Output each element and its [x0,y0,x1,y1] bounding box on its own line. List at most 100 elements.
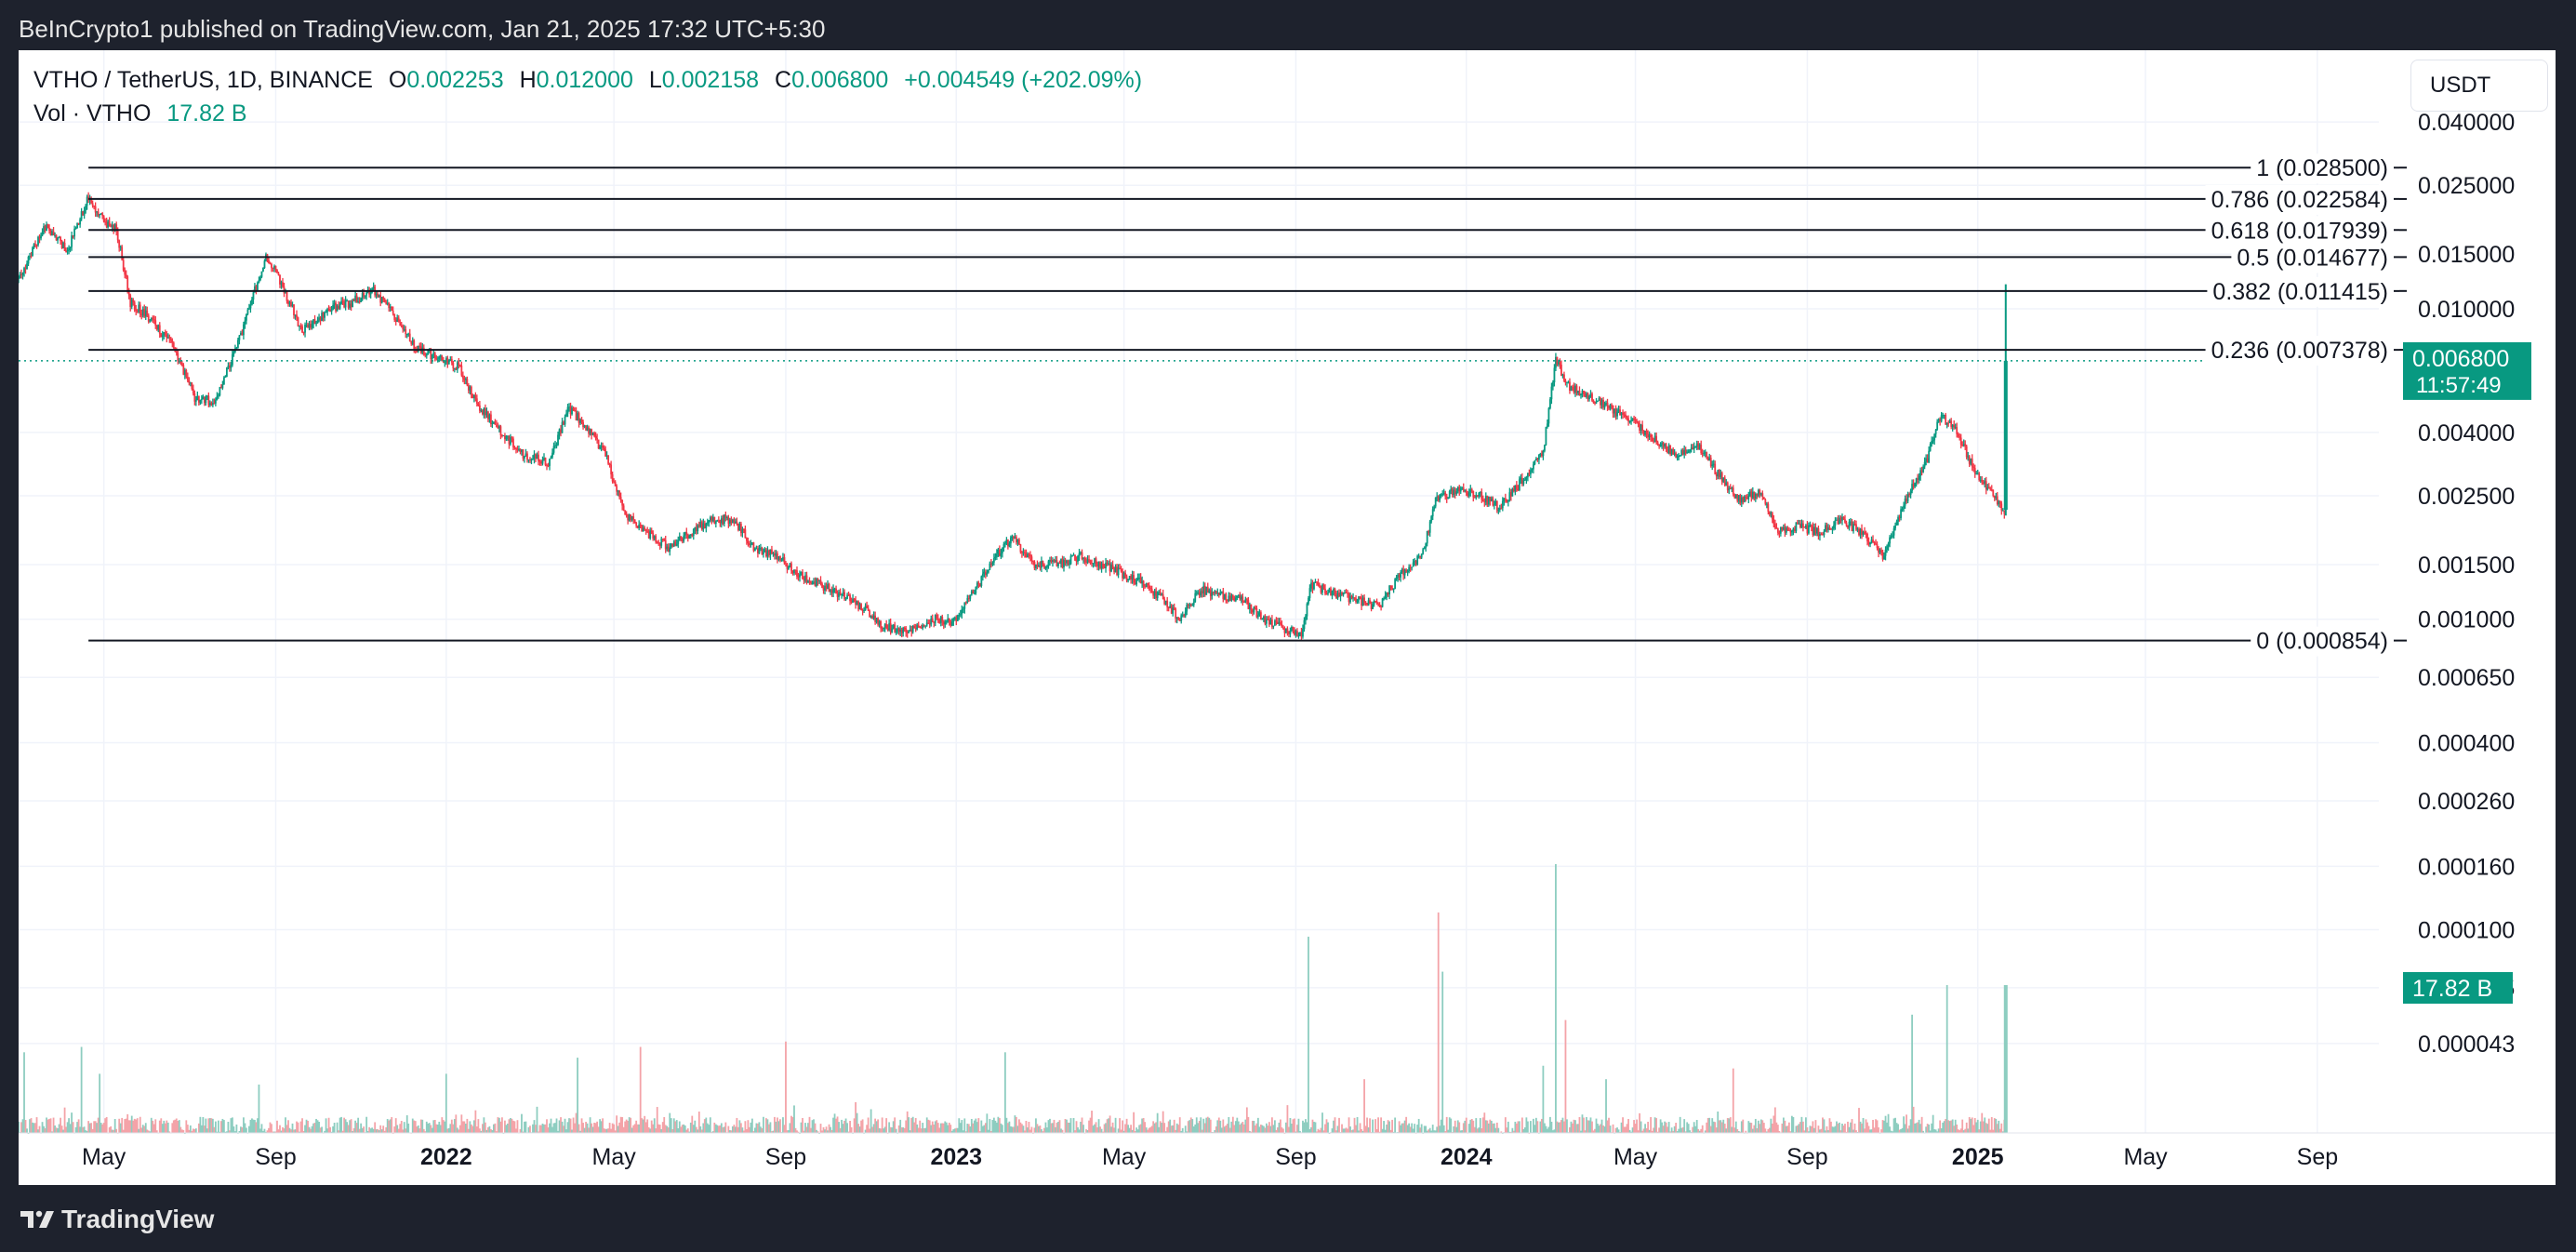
volume-bar [1867,1125,1870,1133]
candle-body [755,548,758,550]
candle-body [1800,523,1803,527]
candle-body [294,314,297,316]
candle-body [989,563,991,570]
candle-body [407,333,410,335]
tradingview-logo-icon[interactable] [19,1209,60,1230]
volume-bar [1038,1125,1040,1133]
candle-body [1694,446,1697,448]
volume-bar [414,1121,417,1133]
fib-label-bg [2231,243,2394,273]
volume-bar [1459,1130,1462,1133]
volume-bar [927,1119,930,1133]
volume-bar [843,1120,845,1133]
volume-bar [79,1126,82,1133]
candle-body [257,282,259,290]
volume-bar [338,1130,340,1133]
volume-label[interactable]: Vol · VTHO [33,100,152,127]
candle-body [1904,499,1906,506]
candle-body [344,300,347,308]
candle-body [207,395,210,406]
volume-bar [1497,1127,1500,1133]
volume-bar [911,1116,914,1133]
volume-bar [869,1128,871,1133]
volume-bar [942,1123,945,1133]
candle-body [822,587,825,591]
volume-bar [1750,1123,1753,1133]
volume-bar [1220,1127,1223,1133]
volume-bar [375,1129,378,1133]
chart-panel[interactable]: 1 (0.028500) 0.786 (0.022584) 0.618 (0.017… [19,50,2556,1185]
candle-body [1798,523,1800,525]
candle-body [296,314,298,318]
candle-body [1408,566,1411,571]
volume-bar [1131,1129,1134,1133]
candle-body [777,553,778,560]
volume-bar [1295,1131,1297,1133]
candle-body [1775,527,1778,529]
volume-bar [585,1122,587,1133]
volume-bar [97,1117,100,1133]
candle-body [1149,588,1152,590]
volume-bar [1759,1124,1761,1133]
volume-bar [1077,1126,1079,1133]
candle-body [433,353,436,358]
volume-bar [490,1128,492,1133]
symbol-label[interactable]: VTHO / TetherUS, 1D, BINANCE [33,67,373,93]
volume-bar [1855,1130,1857,1133]
volume-bar [1936,1131,1939,1133]
candle-body [1331,591,1334,595]
candle-body [689,534,692,536]
volume-bar [858,1126,861,1133]
candle-body [1223,593,1226,599]
candle-body [1225,593,1228,601]
candle-body [894,624,896,633]
volume-bar [674,1121,677,1133]
candle-body [1391,588,1394,591]
volume-bar [1014,1115,1016,1133]
candle-body [697,525,699,532]
candle-body [758,548,761,553]
volume-bar [288,1127,291,1133]
candle-body [441,355,444,361]
candle-body [1426,530,1428,544]
volume-bar [349,1120,352,1133]
footer-brand[interactable]: TradingView [61,1205,215,1233]
candle-body [484,408,486,416]
candle-body [568,406,570,408]
volume-bar [1962,1130,1965,1133]
price-chart[interactable]: 1 (0.028500)0.786 (0.022584)0.618 (0.017… [19,50,2556,1185]
volume-bar [1437,912,1440,1133]
candle-body [1666,448,1669,454]
candle-body [1816,528,1818,534]
candle-body [21,273,24,275]
candle-body [1612,405,1614,414]
candle-body [1645,430,1648,434]
volume-bar [1556,1121,1559,1133]
volume-bar [352,1130,354,1133]
candle-body [1883,555,1885,560]
currency-selector[interactable]: USDT [2410,60,2548,112]
volume-bar [272,1131,274,1133]
price-axis-label: 0.040000 [2418,110,2515,136]
candle-body [1633,418,1635,420]
candle-body [1372,604,1374,609]
volume-bar [1009,1125,1012,1133]
volume-bar [1805,1117,1807,1133]
candle-body [1339,593,1342,597]
candle-body [1627,418,1629,422]
candle-body [1692,447,1694,450]
candle-body [1542,450,1545,457]
candle-body [1320,587,1322,593]
candle-body [1945,414,1947,425]
candle-body [1114,566,1117,573]
volume-bar [1341,1124,1343,1133]
candle-body [1500,508,1503,510]
volume-bar [1630,1131,1632,1133]
volume-bar [1108,1118,1109,1133]
candle-body [1628,420,1631,422]
volume-bar [1915,1123,1918,1133]
candle-body [1879,550,1881,553]
time-axis-label: 2025 [1952,1144,2004,1170]
candle-body [1555,356,1557,368]
candle-body [1215,591,1217,593]
